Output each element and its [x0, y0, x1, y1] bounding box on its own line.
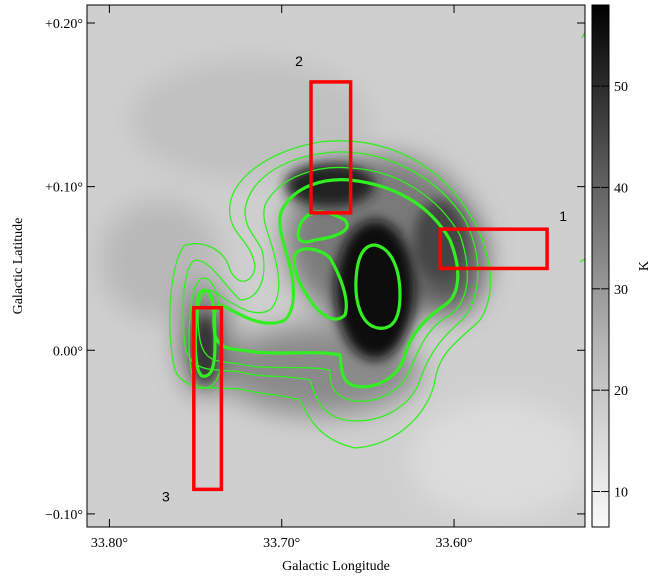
region-label: 2	[295, 53, 303, 69]
x-tick-label: 33.60°	[435, 536, 472, 551]
region-label: 3	[162, 488, 170, 504]
colorbar-tick-label: 10	[614, 486, 628, 501]
colorbar-tick-label: 50	[614, 80, 628, 95]
colorbar-tick-label: 30	[614, 283, 628, 298]
colorbar	[592, 5, 609, 527]
x-axis-label: Galactic Longitude	[282, 559, 390, 574]
x-tick-label: 33.80°	[91, 536, 128, 551]
y-axis-label: Galactic Latitude	[11, 218, 26, 315]
x-tick-label: 33.70°	[263, 536, 300, 551]
colorbar-tick-label: 40	[614, 181, 628, 196]
region-label: 1	[559, 208, 567, 224]
colorbar-tick-label: 20	[614, 384, 628, 399]
chart: Galactic Longitude Galactic Latitude K 3…	[0, 0, 654, 577]
y-tick-label: +0.20°	[45, 17, 83, 32]
y-tick-label: 0.00°	[53, 344, 83, 359]
y-tick-label: +0.10°	[45, 181, 83, 196]
colorbar-label: K	[637, 261, 652, 271]
y-tick-label: −0.10°	[45, 508, 83, 523]
